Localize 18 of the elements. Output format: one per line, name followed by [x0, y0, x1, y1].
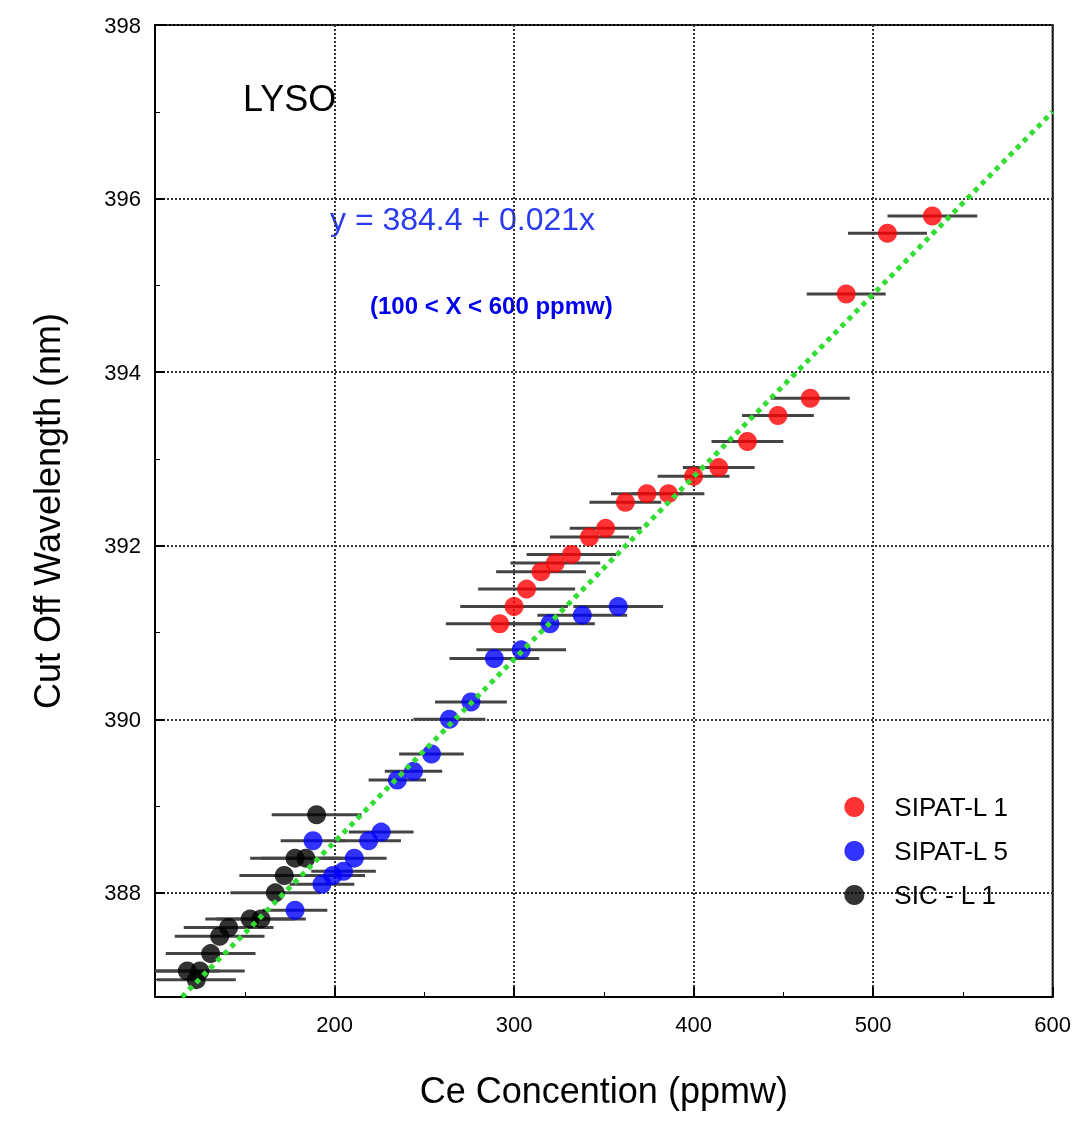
- y-tick-label: 398: [104, 12, 141, 38]
- y-tick-label: 392: [104, 533, 141, 559]
- y-tick-label: 390: [104, 706, 141, 732]
- x-tick-label: 600: [1034, 1011, 1072, 1037]
- x-axis-title: Ce Concention (ppmw): [419, 1069, 788, 1111]
- x-tick-label: 400: [675, 1011, 712, 1037]
- legend-label: SIPAT-L 1: [894, 792, 1009, 822]
- y-axis-title: Cut Off Wavelength (nm): [26, 312, 68, 710]
- legend-label: SIC - L 1: [894, 880, 996, 910]
- y-tick-label: 394: [104, 359, 141, 385]
- annotation: LYSO: [243, 77, 337, 119]
- x-tick-label: 300: [495, 1011, 533, 1037]
- annotation: (100 < X < 600 ppmw): [370, 291, 613, 319]
- x-tick-label: 200: [316, 1011, 353, 1037]
- legend-label: SIPAT-L 5: [894, 836, 1009, 866]
- y-tick-label: 388: [104, 880, 141, 906]
- x-tick-label: 500: [854, 1011, 892, 1037]
- y-tick-label: 396: [104, 186, 141, 212]
